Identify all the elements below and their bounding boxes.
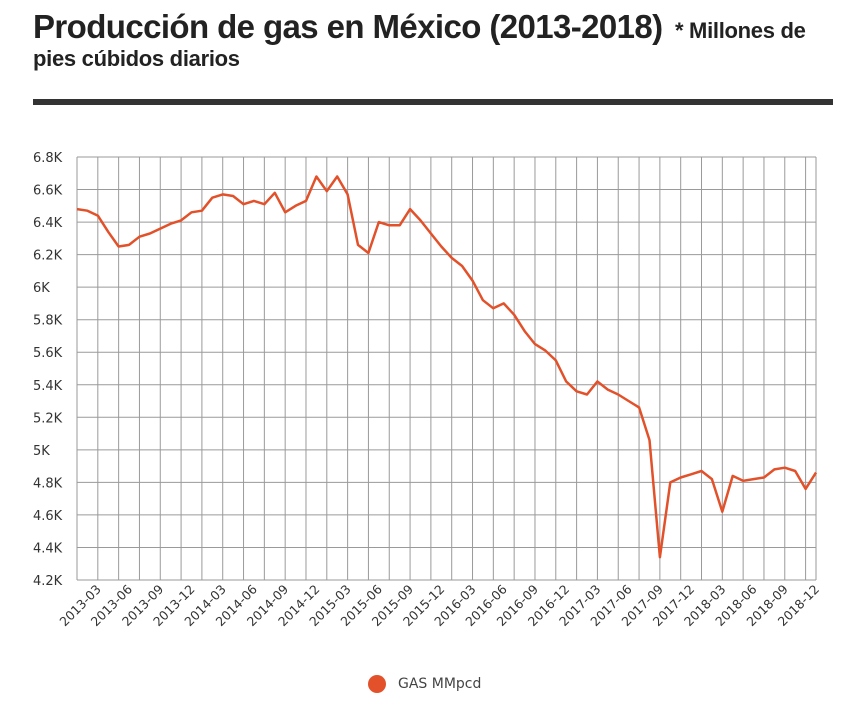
data-point[interactable] — [563, 379, 569, 385]
y-tick-label: 5.8K — [33, 314, 63, 329]
data-point[interactable] — [157, 226, 163, 232]
data-point[interactable] — [511, 312, 517, 318]
y-tick-label: 5.2K — [33, 411, 63, 426]
y-tick-label: 5.6K — [33, 346, 63, 361]
data-point[interactable] — [740, 478, 746, 484]
data-point[interactable] — [199, 208, 205, 214]
data-point[interactable] — [428, 230, 434, 236]
data-point[interactable] — [501, 300, 507, 306]
y-tick-label: 4.2K — [33, 574, 63, 589]
data-point[interactable] — [241, 201, 247, 207]
data-point[interactable] — [626, 398, 632, 404]
data-point[interactable] — [667, 479, 673, 485]
y-tick-label: 4.8K — [33, 476, 63, 491]
y-tick-label: 6.8K — [33, 151, 63, 166]
data-point[interactable] — [334, 174, 340, 180]
data-point[interactable] — [636, 405, 642, 411]
data-point[interactable] — [803, 486, 809, 492]
data-point[interactable] — [459, 263, 465, 269]
data-point[interactable] — [136, 234, 142, 240]
y-tick-label: 5.4K — [33, 379, 63, 394]
data-point[interactable] — [230, 193, 236, 199]
data-point[interactable] — [251, 198, 257, 204]
data-point[interactable] — [220, 191, 226, 197]
y-tick-label: 4.6K — [33, 509, 63, 524]
y-tick-label: 6K — [33, 281, 50, 296]
data-point[interactable] — [397, 222, 403, 228]
data-point[interactable] — [324, 188, 330, 194]
data-point[interactable] — [293, 203, 299, 209]
gas-production-line-chart: 4.2K 4.4K 4.6K 4.8K 5K 5.2K 5.4K 5.6K 5.8K 6K 6.2K… — [33, 151, 822, 629]
data-point[interactable] — [730, 473, 736, 479]
data-point[interactable] — [792, 468, 798, 474]
y-tick-label: 6.6K — [33, 184, 63, 199]
legend-label-gas: GAS MMpcd — [398, 676, 482, 692]
data-point[interactable] — [751, 476, 757, 482]
data-point[interactable] — [417, 217, 423, 223]
data-point[interactable] — [480, 297, 486, 303]
data-point[interactable] — [771, 466, 777, 472]
data-point[interactable] — [646, 437, 652, 443]
data-point[interactable] — [209, 195, 215, 201]
data-point[interactable] — [782, 465, 788, 471]
data-point[interactable] — [105, 229, 111, 235]
data-point[interactable] — [553, 357, 559, 363]
data-point[interactable] — [147, 230, 153, 236]
data-point[interactable] — [470, 278, 476, 284]
data-point[interactable] — [813, 470, 819, 476]
data-point[interactable] — [261, 201, 267, 207]
series-line-gas[interactable] — [76, 175, 818, 559]
data-point[interactable] — [178, 217, 184, 223]
data-point[interactable] — [438, 243, 444, 249]
y-tick-label: 5K — [33, 444, 50, 459]
data-point[interactable] — [272, 190, 278, 196]
data-point[interactable] — [84, 208, 90, 214]
data-point[interactable] — [584, 392, 590, 398]
data-point[interactable] — [574, 388, 580, 394]
chart-title: Producción de gas en México (2013-2018) — [33, 8, 663, 45]
data-point[interactable] — [376, 219, 382, 225]
data-point[interactable] — [594, 379, 600, 385]
data-point[interactable] — [688, 471, 694, 477]
data-point[interactable] — [522, 328, 528, 334]
data-point[interactable] — [386, 222, 392, 228]
data-point[interactable] — [678, 475, 684, 481]
y-tick-label: 4.4K — [33, 541, 63, 556]
data-point[interactable] — [709, 476, 715, 482]
data-point[interactable] — [532, 341, 538, 347]
data-point[interactable] — [126, 242, 132, 248]
data-point[interactable] — [719, 509, 725, 515]
y-tick-label: 6.2K — [33, 249, 63, 264]
data-point[interactable] — [345, 191, 351, 197]
data-point[interactable] — [282, 209, 288, 215]
data-point[interactable] — [449, 255, 455, 261]
chart-header: Producción de gas en México (2013-2018) … — [33, 8, 833, 72]
data-point[interactable] — [365, 250, 371, 256]
data-point[interactable] — [615, 392, 621, 398]
data-point[interactable] — [657, 554, 663, 560]
data-point[interactable] — [95, 213, 101, 219]
data-point[interactable] — [605, 387, 611, 393]
legend-swatch-gas — [368, 675, 386, 693]
data-point[interactable] — [303, 198, 309, 204]
data-point[interactable] — [761, 475, 767, 481]
data-point[interactable] — [699, 468, 705, 474]
header-rule — [33, 99, 833, 105]
data-point[interactable] — [188, 209, 194, 215]
data-point[interactable] — [74, 206, 80, 212]
data-point[interactable] — [168, 221, 174, 227]
data-point[interactable] — [490, 305, 496, 311]
data-point[interactable] — [355, 242, 361, 248]
data-point[interactable] — [542, 348, 548, 354]
chart-legend[interactable]: GAS MMpcd — [368, 675, 481, 693]
data-point[interactable] — [313, 174, 319, 180]
data-point[interactable] — [116, 243, 122, 249]
data-point[interactable] — [407, 206, 413, 212]
y-tick-label: 6.4K — [33, 216, 63, 231]
chart-subtitle: * Millones de pies cúbidos diarios — [33, 18, 806, 71]
